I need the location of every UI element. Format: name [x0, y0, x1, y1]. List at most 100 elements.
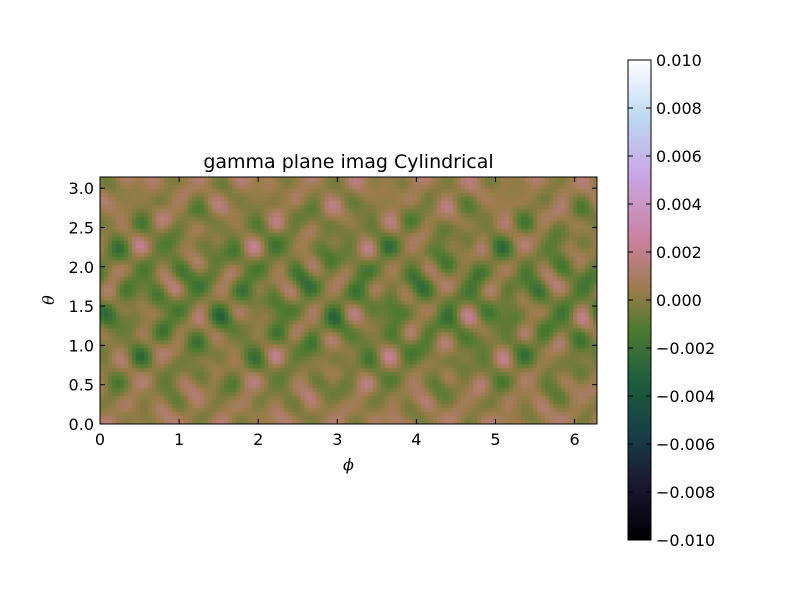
- heatmap-cell: [436, 296, 442, 302]
- heatmap-cell: [376, 328, 382, 333]
- heatmap-cell: [388, 256, 394, 262]
- heatmap-cell: [376, 228, 382, 234]
- heatmap-cell: [452, 244, 458, 250]
- heatmap-cell: [500, 232, 506, 238]
- heatmap-cell: [416, 244, 422, 250]
- heatmap-cell: [352, 177, 358, 182]
- heatmap-cell: [476, 228, 482, 234]
- heatmap-cell: [236, 276, 241, 282]
- heatmap-cell: [492, 328, 498, 333]
- heatmap-cell: [284, 276, 289, 282]
- heatmap-cell: [524, 177, 530, 182]
- heatmap-cell: [236, 312, 241, 318]
- heatmap-cell: [492, 204, 498, 210]
- heatmap-cell: [224, 328, 229, 333]
- heatmap-cell: [420, 188, 426, 194]
- heatmap-cell: [140, 252, 145, 258]
- heatmap-cell: [520, 264, 526, 270]
- heatmap-cell: [576, 180, 582, 186]
- heatmap-cell: [204, 200, 209, 206]
- heatmap-cell: [444, 192, 450, 198]
- heatmap-cell: [468, 177, 474, 182]
- heatmap-cell: [208, 280, 213, 286]
- heatmap-cell: [284, 312, 289, 318]
- heatmap-cell: [112, 212, 117, 218]
- heatmap-cell: [552, 296, 558, 302]
- heatmap-cell: [468, 224, 474, 230]
- heatmap-cell: [420, 256, 426, 262]
- heatmap-cell: [464, 304, 470, 310]
- heatmap-cell: [300, 320, 306, 325]
- heatmap-cell: [152, 212, 157, 218]
- heatmap-cell: [472, 224, 478, 230]
- heatmap-cell: [424, 224, 430, 230]
- heatmap-cell: [128, 300, 133, 306]
- heatmap-cell: [356, 268, 362, 274]
- heatmap-cell: [128, 200, 133, 206]
- heatmap-cell: [576, 320, 582, 325]
- heatmap-cell: [208, 240, 213, 246]
- heatmap-cell: [188, 320, 193, 325]
- heatmap-cell: [404, 292, 410, 298]
- heatmap-cell: [332, 316, 338, 322]
- heatmap-cell: [572, 200, 578, 206]
- heatmap-cell: [400, 228, 406, 234]
- heatmap-cell: [320, 204, 326, 210]
- heatmap-cell: [368, 220, 374, 226]
- heatmap-cell: [556, 188, 562, 194]
- heatmap-cell: [124, 324, 129, 329]
- heatmap-cell: [400, 204, 406, 210]
- heatmap-cell: [336, 192, 342, 198]
- heatmap-cell: [460, 236, 466, 242]
- heatmap-cell: [508, 200, 514, 206]
- heatmap-cell: [556, 196, 562, 202]
- heatmap-cell: [508, 180, 514, 186]
- heatmap-cell: [288, 288, 293, 294]
- heatmap-cell: [548, 224, 554, 230]
- heatmap-cell: [568, 248, 574, 254]
- heatmap-cell: [224, 264, 229, 270]
- heatmap-cell: [432, 236, 438, 242]
- heatmap-cell: [332, 200, 338, 206]
- heatmap-cell: [388, 220, 394, 226]
- heatmap-cell: [356, 216, 362, 222]
- heatmap-cell: [580, 244, 586, 250]
- heatmap-cell: [500, 188, 506, 194]
- heatmap-cell: [384, 324, 390, 329]
- heatmap-cell: [524, 312, 530, 318]
- heatmap-cell: [440, 216, 446, 222]
- heatmap-cell: [220, 204, 225, 210]
- heatmap-cell: [464, 248, 470, 254]
- heatmap-cell: [500, 296, 506, 302]
- heatmap-cell: [200, 236, 205, 242]
- heatmap-cell: [292, 272, 297, 278]
- heatmap-cell: [556, 204, 562, 210]
- heatmap-cell: [224, 192, 229, 198]
- heatmap-cell: [104, 280, 109, 286]
- heatmap-cell: [240, 188, 245, 194]
- heatmap-cell: [128, 308, 133, 314]
- heatmap-cell: [516, 244, 522, 250]
- heatmap-cell: [352, 192, 358, 198]
- heatmap-cell: [544, 244, 550, 250]
- heatmap-cell: [300, 304, 306, 310]
- heatmap-cell: [320, 280, 326, 286]
- heatmap-cell: [444, 204, 450, 210]
- heatmap-cell: [448, 288, 454, 294]
- heatmap-cell: [224, 244, 229, 250]
- heatmap-cell: [128, 220, 133, 226]
- heatmap-cell: [440, 196, 446, 202]
- heatmap-cell: [488, 328, 494, 333]
- heatmap-cell: [152, 284, 157, 290]
- heatmap-cell: [128, 276, 133, 282]
- heatmap-cell: [188, 264, 193, 270]
- heatmap-cell: [392, 320, 398, 325]
- heatmap-cell: [260, 212, 265, 218]
- heatmap-cell: [100, 188, 105, 194]
- heatmap-cell: [336, 264, 342, 270]
- heatmap-cell: [576, 304, 582, 310]
- heatmap-cell: [388, 276, 394, 282]
- heatmap-cell: [548, 284, 554, 290]
- heatmap-cell: [564, 280, 570, 286]
- heatmap-cell: [320, 236, 326, 242]
